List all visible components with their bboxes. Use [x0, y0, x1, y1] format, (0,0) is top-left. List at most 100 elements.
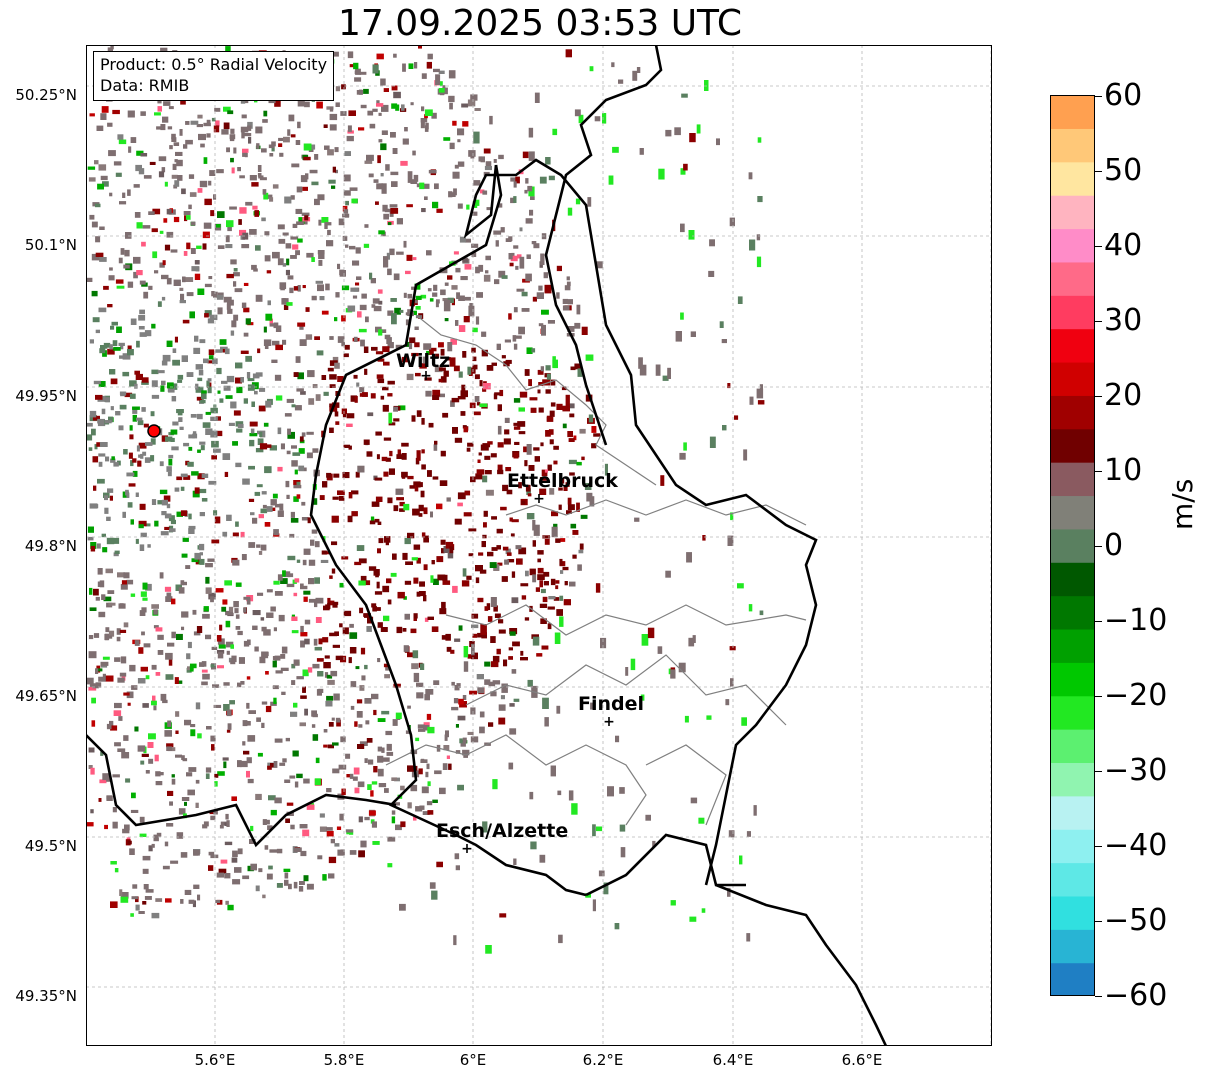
radar-echo-pixel	[201, 390, 207, 394]
radar-echo-pixel	[484, 679, 491, 685]
radar-echo-pixel	[506, 552, 512, 556]
radar-echo-pixel	[205, 428, 213, 435]
radar-echo-pixel	[527, 185, 533, 192]
map-panel[interactable]: + + + +	[86, 45, 992, 1046]
radar-echo-pixel	[170, 860, 179, 864]
radar-echo-pixel	[426, 713, 432, 720]
radar-echo-pixel	[168, 458, 173, 466]
radar-echo-pixel	[91, 720, 96, 727]
radar-echo-pixel	[331, 185, 336, 189]
radar-echo-pixel	[294, 469, 298, 475]
radar-echo-pixel	[351, 511, 358, 517]
radar-echo-pixel	[106, 516, 111, 521]
radar-echo-pixel	[532, 636, 540, 646]
radar-echo-pixel	[332, 496, 339, 500]
radar-echo-pixel	[382, 204, 388, 212]
radar-echo-pixel	[457, 784, 464, 791]
radar-echo-pixel	[132, 407, 138, 414]
radar-echo-pixel	[215, 588, 224, 593]
radar-echo-pixel	[199, 339, 206, 344]
radar-echo-pixel	[341, 556, 349, 560]
radar-echo-pixel	[174, 180, 180, 187]
colorbar-tick-mark	[1095, 621, 1102, 622]
radar-echo-pixel	[467, 442, 474, 447]
radar-echo-pixel	[438, 70, 445, 74]
radar-echo-pixel	[286, 302, 293, 306]
radar-echo-pixel	[413, 613, 418, 619]
radar-echo-pixel	[459, 236, 466, 243]
radar-echo-pixel	[165, 596, 173, 602]
radar-echo-pixel	[595, 261, 603, 269]
radar-echo-pixel	[181, 626, 185, 631]
radar-echo-pixel	[696, 124, 701, 134]
radar-echo-pixel	[472, 364, 478, 370]
radar-echo-pixel	[422, 811, 430, 815]
radar-echo-pixel	[295, 250, 300, 256]
radar-echo-pixel	[211, 455, 217, 460]
radar-echo-pixel	[612, 146, 619, 153]
colorbar-segment	[1050, 829, 1095, 864]
radar-echo-pixel	[167, 642, 175, 647]
colorbar-tick-mark	[1095, 246, 1102, 247]
radar-echo-pixel	[403, 240, 407, 248]
radar-echo-pixel	[233, 268, 238, 272]
radar-echo-pixel	[259, 656, 266, 664]
radar-map[interactable]: ++++	[86, 45, 992, 1046]
radar-echo-pixel	[334, 411, 339, 417]
radar-echo-pixel	[166, 340, 173, 347]
radar-echo-pixel	[108, 416, 114, 423]
radar-echo-pixel	[369, 272, 373, 280]
radar-echo-pixel	[151, 323, 156, 329]
city-marker-cross: +	[420, 368, 432, 384]
radar-echo-pixel	[208, 480, 217, 485]
radar-echo-pixel	[690, 797, 698, 804]
radar-echo-pixel	[263, 629, 271, 636]
radar-echo-pixel	[479, 189, 485, 194]
radar-echo-pixel	[498, 717, 506, 725]
radar-echo-pixel	[326, 788, 332, 793]
radar-echo-pixel	[425, 771, 429, 778]
radar-echo-pixel	[242, 148, 249, 153]
radar-echo-pixel	[105, 397, 110, 403]
radar-echo-pixel	[296, 388, 304, 392]
radar-echo-pixel	[386, 337, 392, 344]
radar-echo-pixel	[443, 745, 450, 751]
radar-echo-pixel	[748, 172, 753, 180]
radar-echo-pixel	[241, 114, 247, 119]
radar-echo-pixel	[254, 210, 259, 217]
radar-echo-pixel	[105, 456, 110, 462]
radar-echo-pixel	[471, 624, 479, 629]
radar-echo-pixel	[119, 629, 127, 633]
radar-echo-pixel	[272, 184, 279, 189]
radar-echo-pixel	[381, 456, 388, 462]
radar-echo-pixel	[171, 396, 177, 402]
radar-echo-pixel	[566, 510, 572, 514]
radar-echo-pixel	[453, 251, 459, 255]
radar-echo-pixel	[195, 702, 201, 710]
radar-echo-pixel	[217, 390, 221, 394]
radar-echo-pixel	[419, 591, 426, 597]
radar-echo-pixel	[462, 257, 468, 263]
radar-echo-pixel	[127, 702, 131, 706]
radar-echo-pixel	[543, 272, 548, 279]
radar-echo-pixel	[153, 609, 158, 615]
radar-echo-pixel	[264, 231, 270, 236]
radar-echo-pixel	[102, 350, 107, 357]
radar-echo-pixel	[334, 362, 340, 369]
radar-echo-pixel	[295, 208, 303, 214]
radar-echo-pixel	[203, 222, 212, 229]
radar-echo-pixel	[292, 223, 298, 228]
radar-echo-pixel	[299, 436, 304, 442]
radar-echo-pixel	[118, 139, 127, 145]
radar-echo-pixel	[149, 161, 156, 165]
colorbar-tick-label: 0	[1104, 528, 1124, 563]
radar-echo-pixel	[210, 407, 218, 414]
radar-echo-pixel	[134, 212, 141, 218]
radar-echo-pixel	[314, 154, 319, 160]
radar-echo-pixel	[332, 166, 336, 173]
radar-echo-pixel	[436, 299, 440, 304]
radar-echo-pixel	[478, 552, 484, 556]
radar-echo-pixel	[380, 143, 387, 151]
radar-echo-pixel	[418, 45, 422, 49]
radar-echo-pixel	[420, 490, 425, 498]
